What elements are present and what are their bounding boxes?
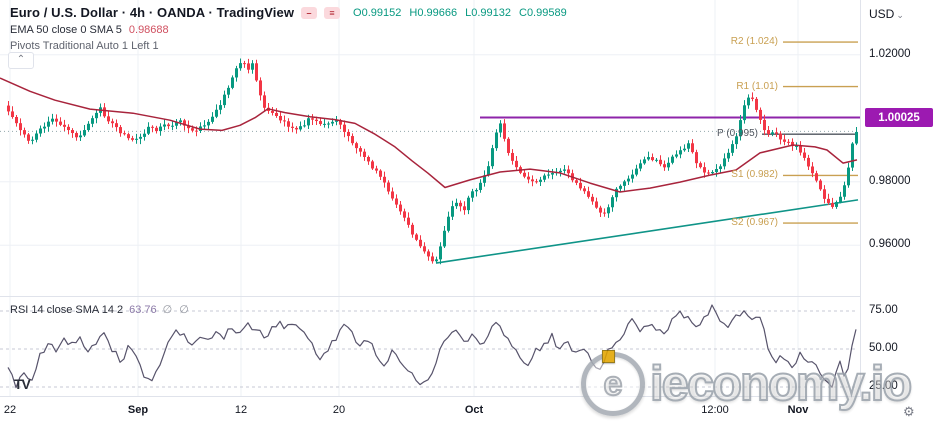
- high-value: 0.99666: [417, 6, 458, 19]
- chevron-down-icon: ⌄: [896, 10, 904, 20]
- rsi-level-lines: [0, 310, 858, 388]
- pivot-lines: [762, 41, 858, 224]
- high-label: H: [409, 6, 418, 19]
- time-axis-label: Nov: [787, 404, 809, 416]
- rsi-indicator-value: 63.76: [129, 303, 157, 316]
- time-axis-label: Oct: [464, 404, 484, 416]
- price-axis-label: 0.96000: [869, 238, 911, 251]
- time-axis[interactable]: 22 Sep 12 20 Oct 12:00 Nov: [0, 397, 861, 428]
- time-axis-label: Sep: [127, 404, 149, 416]
- price-level-badge: 1.00025: [865, 108, 933, 127]
- rsi-indicator-label[interactable]: RSI 14 close SMA 14 2: [10, 303, 124, 316]
- open-label: O: [353, 6, 362, 19]
- time-axis-label: 22: [3, 404, 17, 416]
- trendline[interactable]: [435, 199, 859, 264]
- symbol-title[interactable]: Euro / U.S. Dollar · 4h · OANDA · Tradin…: [10, 5, 295, 20]
- pivot-label-r2: R2 (1.024): [730, 36, 778, 48]
- ohlc-readout: O0.99152 H0.99666 L0.99132 C0.99589: [353, 7, 567, 19]
- currency-label: USD: [869, 7, 895, 21]
- open-value: 0.99152: [361, 6, 402, 19]
- rsi-axis-label: 75.00: [869, 304, 898, 316]
- market-status-icon[interactable]: –: [301, 6, 318, 19]
- price-axis-label: 1.02000: [869, 47, 911, 60]
- gridlines: [0, 0, 860, 396]
- chart-header: Euro / U.S. Dollar · 4h · OANDA · Tradin…: [10, 5, 567, 52]
- rsi-line: [7, 304, 857, 389]
- ema-indicator-label[interactable]: EMA 50 close 0 SMA 5: [10, 24, 122, 36]
- price-axis-label: 0.98000: [869, 174, 911, 187]
- time-axis-label: 20: [332, 404, 346, 416]
- price-axis[interactable]: USD ⌄ 1.02000 0.98000 0.96000 1.00025 75.…: [861, 0, 936, 428]
- candlestick-series: [7, 58, 858, 265]
- pivot-label-s1: S1 (0.982): [731, 169, 778, 181]
- notes-icon[interactable]: ≡: [324, 6, 341, 19]
- time-axis-label: 12: [234, 404, 248, 416]
- collapse-pane-button[interactable]: ⌃: [8, 52, 34, 69]
- low-value: 0.99132: [471, 6, 511, 19]
- time-axis-label: 12:00: [701, 404, 729, 416]
- close-value: 0.99589: [526, 6, 567, 19]
- rsi-axis-label: 50.00: [869, 342, 898, 354]
- ema-line: [0, 77, 858, 193]
- rsi-empty-values: ∅ ∅: [162, 304, 191, 316]
- pivot-label-r1: R1 (1.01): [736, 80, 778, 92]
- pivot-label-s2: S2 (0.967): [731, 217, 778, 229]
- pivot-label-p: P (0.995): [717, 128, 758, 140]
- currency-selector[interactable]: USD ⌄: [869, 7, 904, 21]
- close-label: C: [518, 6, 527, 19]
- gear-icon[interactable]: ⚙: [903, 404, 915, 419]
- rsi-axis-label: 25.00: [869, 380, 898, 392]
- low-label: L: [465, 6, 472, 19]
- pivots-indicator-label[interactable]: Pivots Traditional Auto 1 Left 1: [10, 40, 159, 52]
- tradingview-logo[interactable]: TV: [14, 376, 31, 392]
- rsi-indicator-header: RSI 14 close SMA 14 2 63.76 ∅ ∅: [10, 303, 191, 317]
- ema-indicator-value: 0.98688: [128, 24, 169, 36]
